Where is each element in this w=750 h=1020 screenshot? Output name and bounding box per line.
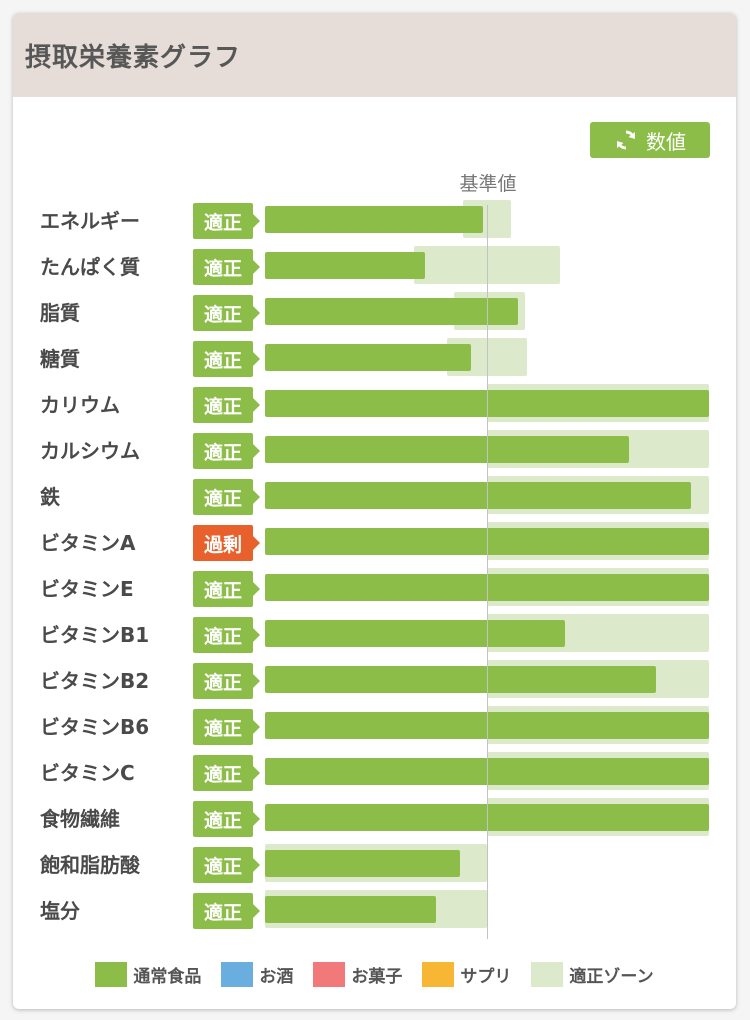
legend-item: サプリ [422,961,512,987]
status-badge: 適正 [193,617,260,653]
status-badge: 適正 [193,893,260,929]
intake-bar [265,252,425,279]
intake-bar [265,896,436,923]
intake-bar [265,620,565,647]
nutrient-label: ビタミンA [40,531,136,555]
nutrient-label: たんぱく質 [40,255,140,279]
nutrient-label: 脂質 [40,301,80,325]
nutrient-label: 糖質 [40,347,80,371]
numeric-toggle-label: 数値 [646,129,686,154]
nutrient-row: 糖質 適正 [13,338,736,379]
nutrient-row: 飽和脂肪酸 適正 [13,844,736,885]
legend-item: 適正ゾーン [531,961,654,987]
nutrient-row: カリウム 適正 [13,384,736,425]
reference-line [487,205,488,939]
nutrient-row: 脂質 適正 [13,292,736,333]
nutrient-label: エネルギー [40,209,140,233]
nutrient-label: カリウム [40,393,120,417]
legend-label: お酒 [259,966,294,987]
nutrient-label: カルシウム [40,439,140,463]
nutrient-row: ビタミンE 適正 [13,568,736,609]
card-header: 摂取栄養素グラフ [13,13,736,97]
appropriate-zone [413,246,561,284]
status-badge: 適正 [193,387,260,423]
status-badge: 適正 [193,571,260,607]
status-badge: 適正 [193,295,260,331]
legend-label: 通常食品 [133,966,202,987]
card-title: 摂取栄養素グラフ [25,42,242,73]
nutrient-row: ビタミンC 適正 [13,752,736,793]
nutrient-label: 食物繊維 [40,807,120,831]
status-badge: 適正 [193,709,260,745]
nutrient-row: 塩分 適正 [13,890,736,931]
status-badge: 適正 [193,663,260,699]
legend-swatch [531,961,564,987]
legend-label: サプリ [460,966,512,987]
status-badge: 適正 [193,341,260,377]
intake-bar [265,436,630,463]
status-badge: 適正 [193,433,260,469]
status-badge: 適正 [193,847,260,883]
nutrient-label: ビタミンE [40,577,134,601]
intake-bar [265,206,483,233]
nutrient-row: ビタミンB2 適正 [13,660,736,701]
nutrient-row: たんぱく質 適正 [13,246,736,287]
status-badge: 適正 [193,203,260,239]
numeric-toggle-button[interactable]: 数値 [590,122,710,158]
status-badge: 適正 [193,755,260,791]
nutrient-row: ビタミンB6 適正 [13,706,736,747]
legend-swatch [313,961,346,987]
nutrient-row: エネルギー 適正 [13,200,736,241]
nutrient-row: ビタミンA 過剰 [13,522,736,563]
status-badge: 適正 [193,249,260,285]
legend-item: お酒 [221,961,294,987]
intake-bar [265,666,656,693]
nutrient-row: ビタミンB1 適正 [13,614,736,655]
legend-item: 通常食品 [95,961,202,987]
legend-label: 適正ゾーン [569,966,654,987]
status-badge: 適正 [193,479,260,515]
nutrient-row: 鉄 適正 [13,476,736,517]
refresh-icon [614,128,638,152]
nutrient-label: ビタミンB1 [40,623,150,647]
legend-swatch [95,961,128,987]
nutrient-row: カルシウム 適正 [13,430,736,471]
legend-item: お菓子 [313,961,403,987]
status-badge: 適正 [193,801,260,837]
nutrient-label: 塩分 [40,899,80,923]
status-badge: 過剰 [193,525,260,561]
nutrient-label: ビタミンB2 [40,669,150,693]
nutrient-label: ビタミンC [40,761,135,785]
nutrient-label: 鉄 [40,485,60,509]
nutrient-row: 食物繊維 適正 [13,798,736,839]
nutrient-label: ビタミンB6 [40,715,150,739]
legend-label: お菓子 [351,966,403,987]
legend-swatch [422,961,455,987]
intake-bar [265,850,461,877]
chart-legend: 通常食品 お酒 お菓子 サプリ 適正ゾーン [13,959,736,989]
nutrient-label: 飽和脂肪酸 [40,853,140,877]
legend-swatch [221,961,254,987]
reference-label: 基準値 [459,173,517,195]
intake-bar [265,344,472,371]
intake-bar [265,298,519,325]
intake-bar [265,482,692,509]
nutrient-graph-card: 摂取栄養素グラフ 数値 基準値 エネルギー 適正 たんぱく質 適正 脂質 適正 糖質 適正 カリ… [13,13,736,1009]
